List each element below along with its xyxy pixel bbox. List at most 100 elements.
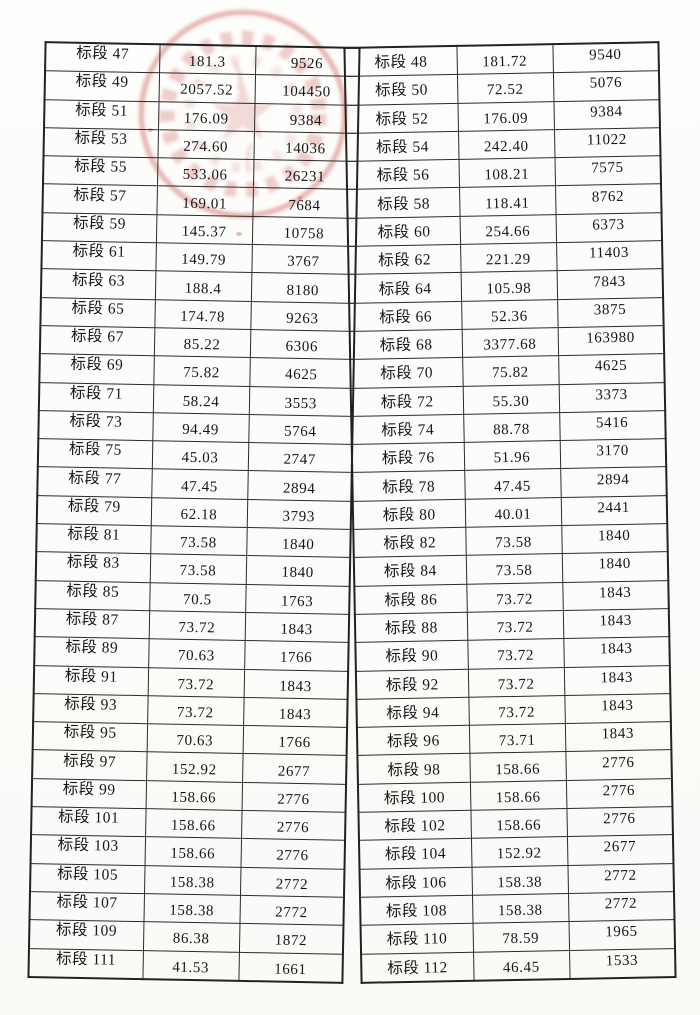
- amount-value-cell: 3373: [558, 382, 666, 413]
- area-value-cell-text: 78.59: [502, 930, 540, 948]
- area-value-cell: 46.45: [473, 949, 570, 981]
- amount-value-cell: 2776: [565, 750, 672, 781]
- section-label-cell: 标段 60: [347, 216, 461, 247]
- area-value-cell-text: 73.58: [495, 534, 533, 552]
- section-label-cell: 标段 110: [360, 923, 474, 954]
- area-value-cell: 149.79: [155, 242, 252, 273]
- section-label-cell: 标段 66: [349, 301, 462, 332]
- amount-value-cell-text: 3875: [593, 301, 627, 319]
- section-label-cell-text: 标段 85: [66, 582, 120, 601]
- amount-value-cell: 1843: [243, 668, 349, 700]
- amount-value-cell: 2776: [241, 810, 346, 841]
- amount-value-cell: 7575: [554, 155, 662, 187]
- section-label-cell-text: 标段 59: [72, 214, 127, 233]
- section-label-cell: 标段 51: [44, 99, 159, 130]
- area-value-cell: 45.03: [151, 440, 249, 471]
- section-label-cell-text: 标段 62: [378, 251, 432, 270]
- section-label-cell-text: 标段 107: [56, 893, 118, 912]
- amount-value-cell-text: 8180: [286, 282, 320, 299]
- amount-value-cell-text: 2747: [283, 451, 317, 469]
- section-label-cell: 标段 112: [361, 951, 474, 983]
- section-label-cell-text: 标段 83: [66, 554, 120, 573]
- amount-value-cell-text: 2441: [597, 499, 631, 517]
- section-label-cell: 标段 88: [354, 612, 468, 643]
- amount-value-cell-text: 1840: [597, 527, 631, 545]
- section-label-cell-text: 标段 92: [385, 676, 439, 694]
- section-label-cell-text: 标段 109: [55, 921, 118, 941]
- area-value-cell-text: 118.41: [485, 195, 530, 213]
- section-label-cell: 标段 83: [35, 551, 151, 583]
- amount-value-cell-text: 1533: [605, 952, 639, 969]
- amount-value-cell: 10758: [251, 216, 357, 247]
- section-label-cell: 标段 101: [31, 806, 146, 837]
- amount-value-cell-text: 9384: [289, 112, 323, 130]
- section-label-cell-text: 标段 87: [65, 610, 119, 629]
- area-value-cell-text: 152.92: [171, 761, 217, 779]
- amount-value-cell: 11403: [556, 240, 663, 271]
- section-label-cell-text: 标段 57: [73, 186, 127, 205]
- section-label-cell: 标段 72: [350, 385, 464, 417]
- area-value-cell: 86.38: [142, 921, 240, 952]
- area-value-cell: 73.72: [148, 610, 246, 641]
- area-value-cell: 73.72: [147, 667, 245, 698]
- amount-value-cell: 14036: [253, 131, 358, 162]
- area-value-cell-text: 86.38: [172, 931, 210, 948]
- amount-value-cell: 5764: [248, 414, 353, 445]
- area-value-cell: 533.06: [156, 157, 254, 189]
- section-label-cell: 标段 85: [35, 580, 150, 611]
- section-label-cell-text: 标段 54: [375, 138, 430, 157]
- amount-value-cell-text: 163980: [586, 329, 636, 347]
- section-label-cell-text: 标段 103: [57, 837, 119, 856]
- table-right: 标段 48 181.72 9540 标段 50 72.52 5076 标段 52 176.09…: [343, 41, 677, 984]
- amount-value-cell: 3875: [557, 297, 664, 328]
- area-value-cell-text: 158.38: [169, 874, 215, 892]
- section-label-cell-text: 标段 55: [73, 158, 128, 177]
- amount-value-cell-text: 1843: [601, 726, 635, 743]
- amount-value-cell: 1965: [568, 919, 676, 950]
- amount-value-cell-text: 1766: [279, 649, 313, 667]
- section-label-cell: 标段 92: [355, 668, 469, 700]
- area-value-cell: 158.38: [143, 893, 240, 924]
- section-label-cell: 标段 103: [30, 834, 146, 866]
- amount-value-cell: 1843: [562, 580, 669, 611]
- amount-value-cell: 2772: [567, 863, 674, 894]
- area-value-cell-text: 2057.52: [180, 82, 234, 100]
- amount-value-cell: 1872: [238, 923, 344, 954]
- amount-value-cell-text: 1843: [600, 669, 634, 687]
- amount-value-cell-text: 3767: [287, 253, 320, 271]
- section-label-cell: 标段 93: [33, 693, 148, 724]
- amount-value-cell-text: 2772: [604, 895, 638, 913]
- area-value-cell-text: 145.37: [181, 223, 227, 241]
- section-label-cell: 标段 109: [28, 919, 144, 951]
- section-label-cell-text: 标段 105: [56, 865, 119, 884]
- table-right-half: 标段 48 181.72 9540 标段 50 72.52 5076 标段 52 176.09…: [343, 41, 677, 984]
- amount-value-cell-text: 9540: [589, 47, 622, 64]
- amount-value-cell-text: 2776: [276, 819, 310, 837]
- section-label-cell: 标段 57: [42, 184, 157, 215]
- area-value-cell: 70.63: [148, 638, 245, 669]
- area-value-cell-text: 47.45: [494, 478, 532, 495]
- amount-value-cell-text: 1843: [598, 584, 632, 602]
- amount-value-cell: 3170: [559, 438, 667, 470]
- area-value-cell-text: 52.36: [490, 308, 528, 326]
- section-label-cell: 标段 107: [29, 891, 145, 922]
- section-label-cell-text: 标段 95: [63, 723, 117, 742]
- amount-value-cell-text: 5764: [283, 423, 317, 441]
- area-value-cell: 40.01: [464, 497, 562, 528]
- area-value-cell: 62.18: [150, 497, 248, 528]
- area-value-cell-text: 73.72: [498, 704, 536, 722]
- section-label-cell: 标段 79: [36, 495, 152, 526]
- section-label-cell: 标段 96: [356, 725, 470, 756]
- section-label-cell: 标段 90: [355, 640, 468, 671]
- area-value-cell-text: 533.06: [182, 167, 228, 184]
- area-value-cell: 221.29: [460, 242, 557, 273]
- area-value-cell-text: 73.72: [497, 676, 535, 693]
- section-label-cell: 标段 68: [349, 329, 463, 360]
- section-label-cell-text: 标段 52: [375, 110, 429, 129]
- section-label-cell: 标段 49: [44, 70, 160, 102]
- section-label-cell-text: 标段 78: [382, 477, 436, 496]
- area-value-cell-text: 73.72: [177, 676, 215, 694]
- amount-value-cell-text: 3373: [595, 386, 628, 404]
- area-value-cell: 158.66: [145, 808, 242, 839]
- amount-value-cell: 8180: [250, 272, 356, 304]
